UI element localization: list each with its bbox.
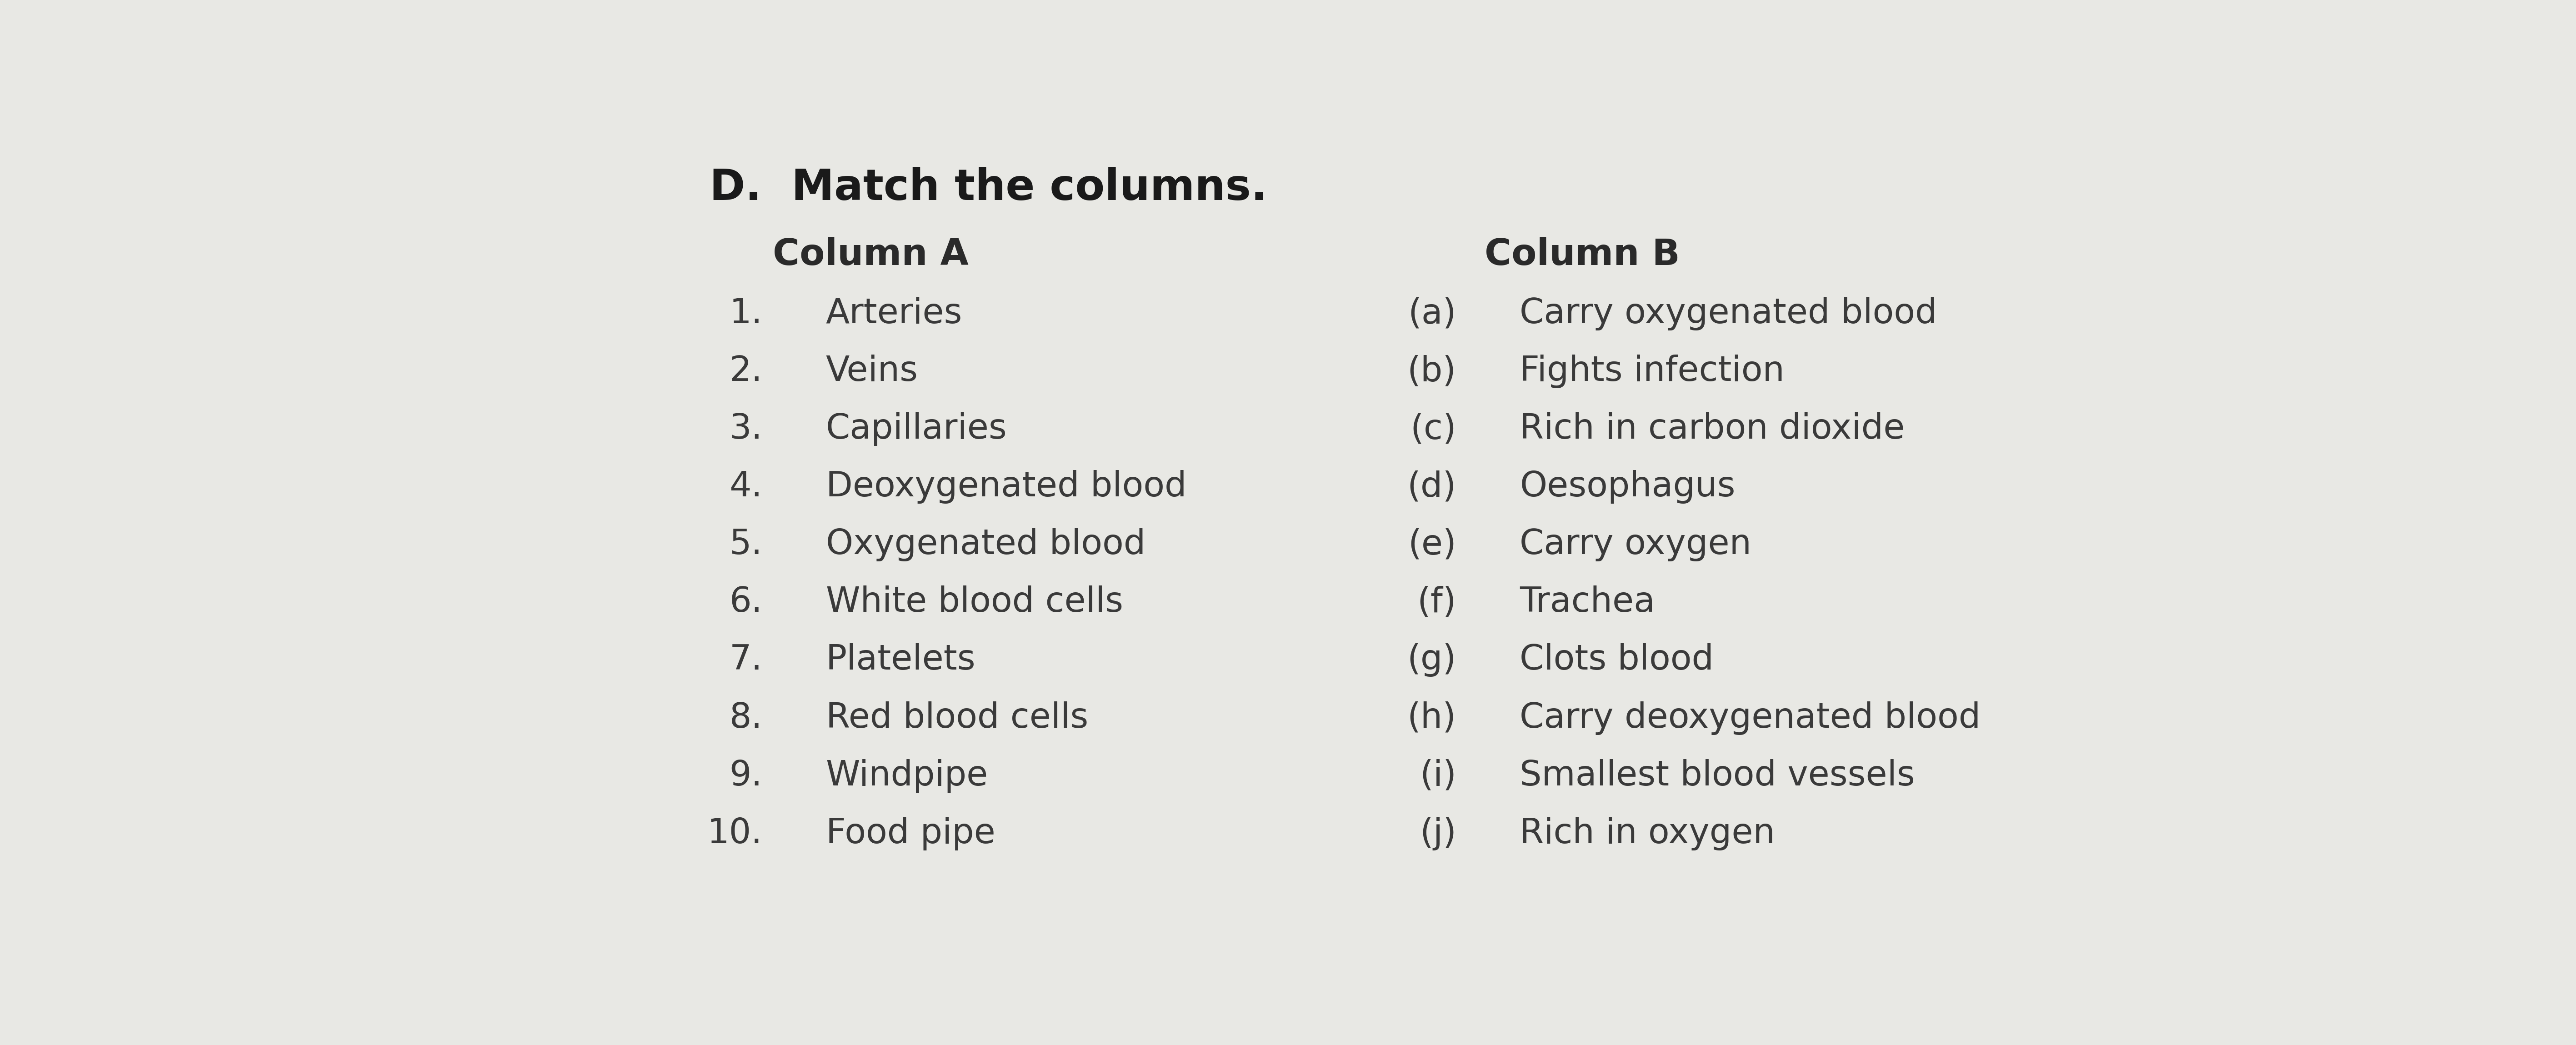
Text: (i): (i) [1419,759,1455,792]
Text: Red blood cells: Red blood cells [827,701,1087,735]
Text: 7.: 7. [729,644,762,677]
Text: Smallest blood vessels: Smallest blood vessels [1520,759,1914,792]
Text: (a): (a) [1409,297,1455,330]
Text: 3.: 3. [729,413,762,446]
Text: 9.: 9. [729,759,762,792]
Text: White blood cells: White blood cells [827,585,1123,620]
Text: Rich in carbon dioxide: Rich in carbon dioxide [1520,413,1906,446]
Text: D.  Match the columns.: D. Match the columns. [708,167,1267,209]
Text: 5.: 5. [729,528,762,561]
Text: Veins: Veins [827,354,917,389]
Text: (b): (b) [1406,354,1455,389]
Text: 2.: 2. [729,354,762,389]
Text: (j): (j) [1419,816,1455,851]
Text: 4.: 4. [729,470,762,504]
Text: Arteries: Arteries [827,297,963,330]
Text: (e): (e) [1409,528,1455,561]
Text: Clots blood: Clots blood [1520,644,1713,677]
Text: Platelets: Platelets [827,644,976,677]
Text: 10.: 10. [708,816,762,851]
Text: Fights infection: Fights infection [1520,354,1785,389]
Text: Capillaries: Capillaries [827,413,1007,446]
Text: 6.: 6. [729,585,762,620]
Text: (d): (d) [1406,470,1455,504]
Text: Oesophagus: Oesophagus [1520,470,1736,504]
Text: Carry oxygen: Carry oxygen [1520,528,1752,561]
Text: (h): (h) [1406,701,1455,735]
Text: (c): (c) [1409,413,1455,446]
Text: Column A: Column A [773,237,969,273]
Text: 1.: 1. [729,297,762,330]
Text: Column B: Column B [1484,237,1680,273]
Text: (g): (g) [1406,644,1455,677]
Text: Rich in oxygen: Rich in oxygen [1520,816,1775,851]
Text: (f): (f) [1417,585,1455,620]
Text: Trachea: Trachea [1520,585,1656,620]
Text: 8.: 8. [729,701,762,735]
Text: Deoxygenated blood: Deoxygenated blood [827,470,1188,504]
Text: Windpipe: Windpipe [827,759,989,792]
Text: Carry oxygenated blood: Carry oxygenated blood [1520,297,1937,330]
Text: Oxygenated blood: Oxygenated blood [827,528,1146,561]
Text: Food pipe: Food pipe [827,816,994,851]
Text: Carry deoxygenated blood: Carry deoxygenated blood [1520,701,1981,735]
